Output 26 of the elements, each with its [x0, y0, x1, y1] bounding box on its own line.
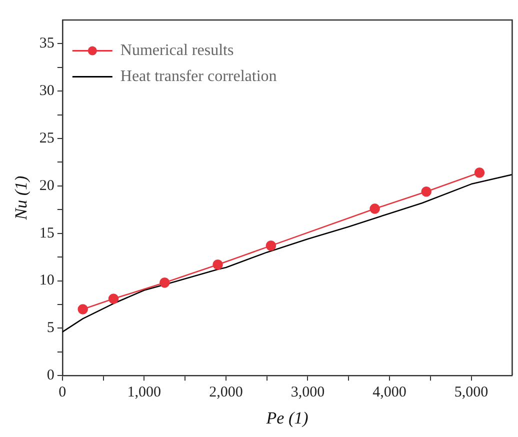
y-tick-label: 10	[39, 272, 54, 289]
y-tick-label: 30	[39, 83, 54, 100]
x-tick-label: 0	[58, 384, 66, 401]
point	[212, 260, 223, 270]
point	[159, 278, 170, 288]
point	[474, 168, 485, 178]
x-axis-title: Pe (1)	[265, 408, 309, 428]
x-tick-label: 2,000	[209, 384, 243, 401]
point	[421, 186, 432, 197]
y-tick-label: 15	[39, 225, 54, 242]
point	[78, 304, 88, 314]
legend-label: Heat transfer correlation	[120, 68, 277, 86]
y-tick-label: 5	[46, 320, 54, 336]
y-tick-label: 25	[39, 130, 54, 146]
x-tick-label: 3,000	[290, 384, 325, 401]
point	[370, 204, 380, 214]
x-tick-label: 1,000	[127, 384, 162, 401]
point	[108, 294, 119, 304]
y-tick-label: 35	[39, 36, 54, 52]
x-tick-label: 5,000	[454, 384, 488, 401]
x-tick-label: 4,000	[372, 384, 406, 401]
y-axis-title: Nu (1)	[12, 176, 31, 221]
y-tick-label: 0	[46, 368, 54, 384]
point	[266, 240, 276, 251]
legend-label: Numerical results	[120, 42, 234, 60]
y-tick-label: 20	[39, 178, 54, 194]
